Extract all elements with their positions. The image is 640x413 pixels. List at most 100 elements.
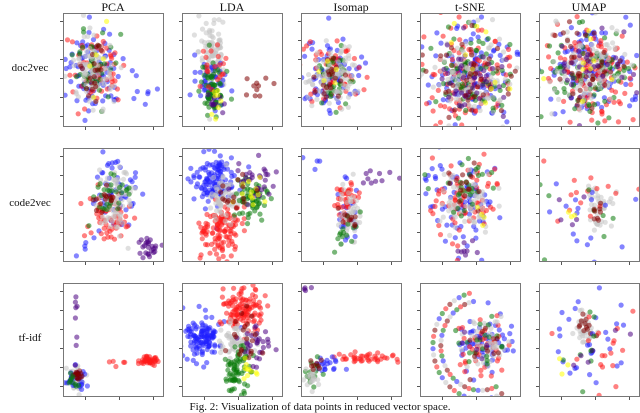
x-tick [85, 262, 86, 265]
y-tick [536, 175, 539, 176]
y-tick [417, 310, 420, 311]
x-tick [272, 397, 273, 400]
x-tick [119, 397, 120, 400]
x-tick [119, 262, 120, 265]
y-tick [179, 97, 182, 98]
scatter-panel-code2vec-t-sne [420, 148, 521, 262]
y-tick [179, 232, 182, 233]
y-tick [298, 156, 301, 157]
y-tick [179, 156, 182, 157]
scatter-panel-doc2vec-lda [182, 13, 283, 127]
x-tick [272, 262, 273, 265]
x-tick [629, 127, 630, 130]
y-tick [298, 78, 301, 79]
x-tick [357, 127, 358, 130]
y-tick [536, 367, 539, 368]
y-tick [536, 40, 539, 41]
x-tick [272, 127, 273, 130]
y-tick [417, 175, 420, 176]
y-tick [60, 367, 63, 368]
y-tick [417, 348, 420, 349]
y-tick [536, 156, 539, 157]
x-tick [595, 397, 596, 400]
y-tick [298, 116, 301, 117]
x-tick [510, 262, 511, 265]
scatter-panel-doc2vec-pca [63, 13, 164, 127]
x-tick [153, 262, 154, 265]
y-tick [298, 348, 301, 349]
y-tick [179, 21, 182, 22]
y-tick [60, 348, 63, 349]
x-tick [323, 127, 324, 130]
row-label-code2vec: code2vec [9, 197, 51, 209]
y-tick [417, 156, 420, 157]
scatter-panel-tf-idf-umap [539, 283, 640, 397]
y-tick [179, 251, 182, 252]
y-tick [60, 78, 63, 79]
y-tick [417, 116, 420, 117]
y-tick [536, 291, 539, 292]
x-tick [238, 397, 239, 400]
y-tick [417, 194, 420, 195]
y-tick [417, 97, 420, 98]
y-tick [536, 97, 539, 98]
scatter-panel-code2vec-pca [63, 148, 164, 262]
scatter-panel-code2vec-isomap [301, 148, 402, 262]
y-tick [60, 97, 63, 98]
y-tick [60, 59, 63, 60]
y-tick [179, 175, 182, 176]
y-tick [60, 213, 63, 214]
y-tick [298, 97, 301, 98]
y-tick [298, 40, 301, 41]
y-tick [298, 329, 301, 330]
x-tick [153, 397, 154, 400]
x-tick [238, 262, 239, 265]
column-title-isomap: Isomap [333, 0, 369, 14]
x-tick [442, 262, 443, 265]
x-tick [204, 127, 205, 130]
row-label-tf-idf: tf-idf [18, 332, 42, 344]
x-tick [323, 262, 324, 265]
x-tick [476, 397, 477, 400]
y-tick [417, 59, 420, 60]
x-tick [85, 397, 86, 400]
x-tick [629, 262, 630, 265]
figure-caption: Fig. 2: Visualization of data points in … [189, 401, 451, 413]
x-tick [561, 262, 562, 265]
y-tick [179, 329, 182, 330]
y-tick [179, 386, 182, 387]
y-tick [417, 367, 420, 368]
y-tick [60, 40, 63, 41]
x-tick [442, 127, 443, 130]
x-tick [510, 397, 511, 400]
scatter-panel-doc2vec-t-sne [420, 13, 521, 127]
x-tick [204, 262, 205, 265]
y-tick [60, 329, 63, 330]
y-tick [417, 21, 420, 22]
y-tick [298, 310, 301, 311]
scatter-panel-tf-idf-lda [182, 283, 283, 397]
x-tick [629, 397, 630, 400]
y-tick [298, 291, 301, 292]
y-tick [60, 156, 63, 157]
y-tick [179, 78, 182, 79]
scatter-panel-code2vec-umap [539, 148, 640, 262]
x-tick [595, 127, 596, 130]
y-tick [179, 194, 182, 195]
y-tick [60, 386, 63, 387]
column-title-t-sne: t-SNE [455, 0, 485, 14]
y-tick [179, 310, 182, 311]
y-tick [298, 367, 301, 368]
y-tick [60, 194, 63, 195]
column-title-lda: LDA [219, 0, 245, 14]
y-tick [298, 232, 301, 233]
y-tick [417, 78, 420, 79]
y-tick [60, 310, 63, 311]
y-tick [298, 21, 301, 22]
scatter-panel-code2vec-lda [182, 148, 283, 262]
y-tick [417, 251, 420, 252]
x-tick [238, 127, 239, 130]
column-title-pca: PCA [101, 0, 125, 14]
x-tick [391, 262, 392, 265]
y-tick [536, 213, 539, 214]
